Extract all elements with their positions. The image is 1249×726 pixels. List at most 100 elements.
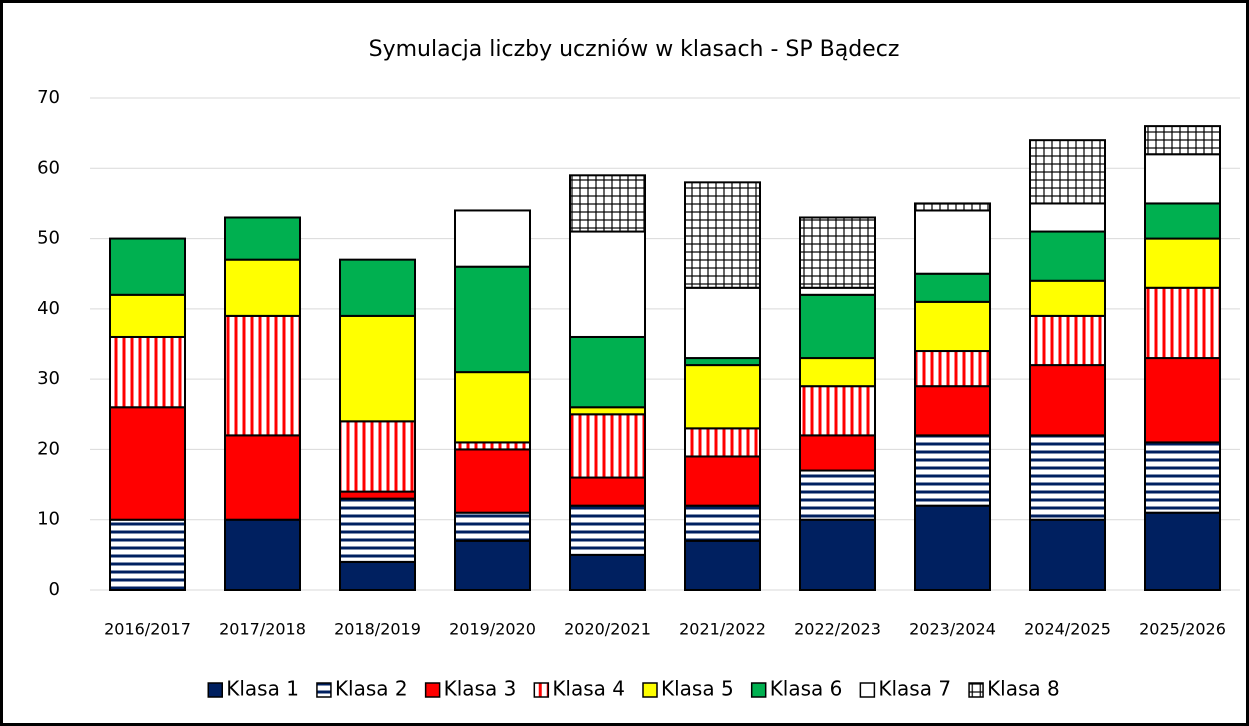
bar-segment [684, 427, 761, 458]
chart-title: Symulacja liczby uczniów w klasach - SP … [369, 37, 900, 62]
x-tick-label: 2024/2025 [1024, 620, 1111, 639]
bar-segment [1029, 230, 1106, 282]
bar-segment [914, 272, 991, 303]
bar-segment [224, 258, 301, 317]
bar-segment [224, 434, 301, 521]
bar-segment [339, 490, 416, 500]
bar-segment [1144, 357, 1221, 444]
y-tick-label: 70 [37, 87, 60, 108]
bar-segment [684, 286, 761, 360]
bar-segment [1029, 202, 1106, 233]
bar-segment [684, 504, 761, 542]
legend-swatch [859, 682, 876, 698]
legend-swatch [750, 682, 767, 698]
x-tick-label: 2023/2024 [909, 620, 996, 639]
legend-swatch [533, 682, 550, 698]
bar-segment [569, 335, 646, 409]
bar-segment [454, 511, 531, 542]
x-tick-label: 2022/2023 [794, 620, 881, 639]
bar-segment [914, 300, 991, 353]
bar-segment [684, 357, 761, 367]
legend-label: Klasa 4 [552, 677, 625, 701]
bar-segment [109, 406, 186, 521]
bar-segment [799, 434, 876, 472]
legend-label: Klasa 1 [226, 677, 299, 701]
bar-segment [454, 539, 531, 591]
bar-segment [569, 174, 646, 233]
x-tick-label: 2020/2021 [564, 620, 651, 639]
bar-segment [569, 230, 646, 338]
y-tick-label: 40 [37, 298, 60, 319]
legend-label: Klasa 7 [878, 677, 951, 701]
bar-segment [1029, 518, 1106, 592]
x-tick-label: 2017/2018 [219, 620, 306, 639]
bar-segment [799, 385, 876, 437]
bar-segment [339, 258, 416, 317]
legend-label: Klasa 6 [770, 677, 843, 701]
bar-segment [799, 357, 876, 388]
bar-segment [799, 216, 876, 289]
bar-segment [224, 518, 301, 592]
bar-segment [109, 518, 186, 592]
bar-segment [799, 293, 876, 360]
bar-segment [914, 385, 991, 437]
bar-segment [914, 209, 991, 275]
bar-segment [1144, 237, 1221, 289]
y-tick-label: 50 [37, 228, 60, 249]
legend-swatch [207, 682, 223, 698]
bar-segment [454, 371, 531, 444]
legend-swatch [968, 682, 984, 698]
bar-segment [454, 265, 531, 374]
bar-segment [454, 448, 531, 514]
legend-swatch [316, 682, 332, 698]
bar-segment [1029, 279, 1106, 317]
legend-swatch [424, 682, 441, 698]
bar-segment [109, 293, 186, 338]
y-tick-label: 10 [37, 509, 60, 530]
bar-segment [684, 364, 761, 430]
y-tick-label: 60 [37, 157, 60, 178]
legend-label: Klasa 2 [335, 677, 408, 701]
bar-segment [454, 209, 531, 268]
bar-segment [914, 202, 991, 212]
bar-segment [1144, 202, 1221, 240]
bar-segment [339, 560, 416, 592]
bar-segment [569, 406, 646, 416]
bar-segment [914, 350, 991, 388]
bar-segment [224, 216, 301, 261]
bar-segment [1029, 434, 1106, 521]
bar-segment [914, 504, 991, 591]
bar-segment [339, 314, 416, 423]
legend-swatch [642, 682, 658, 698]
bar-segment [1144, 125, 1221, 156]
legend-label: Klasa 8 [987, 677, 1060, 701]
bar-segment [684, 181, 761, 289]
bar-segment [1029, 139, 1106, 205]
legend-label: Klasa 3 [444, 677, 517, 701]
bar-segment [799, 469, 876, 521]
bar-segment [454, 441, 531, 451]
y-tick-label: 30 [37, 368, 60, 389]
bar-segment [339, 497, 416, 563]
bar-segment [109, 335, 186, 409]
legend-label: Klasa 5 [661, 677, 734, 701]
bar-segment [1144, 511, 1221, 592]
bar-segment [569, 504, 646, 556]
bar-segment [799, 286, 876, 296]
bar-segment [569, 413, 646, 479]
bar-segment [1144, 153, 1221, 205]
bar-segment [799, 518, 876, 592]
x-tick-label: 2016/2017 [104, 620, 191, 639]
bar-segment [1144, 441, 1221, 514]
x-tick-label: 2025/2026 [1139, 620, 1226, 639]
bar-segment [569, 553, 646, 591]
x-tick-label: 2019/2020 [449, 620, 536, 639]
bar-segment [1144, 286, 1221, 360]
bar-segment [914, 434, 991, 507]
bar-segment [224, 314, 301, 437]
bar-segment [1029, 314, 1106, 367]
x-tick-label: 2021/2022 [679, 620, 766, 639]
bar-segment [684, 455, 761, 507]
x-tick-label: 2018/2019 [334, 620, 421, 639]
